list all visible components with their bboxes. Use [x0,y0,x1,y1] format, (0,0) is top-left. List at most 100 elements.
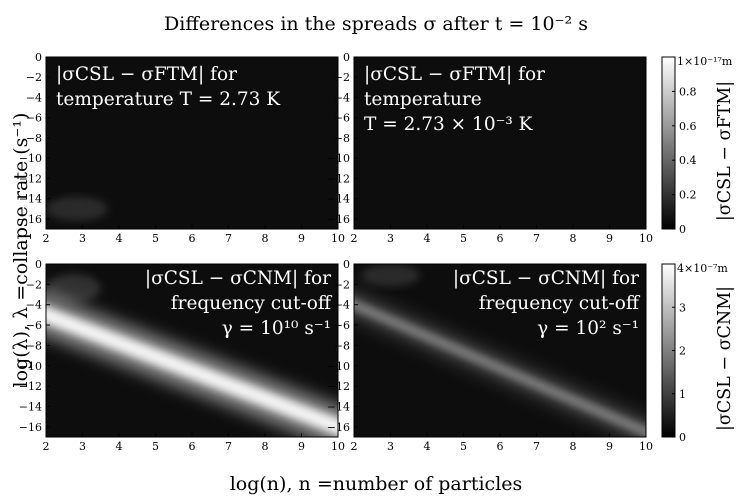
colorbar-tick-label: 0 [679,431,686,444]
panel-annotation-line: temperature T = 2.73 K [56,89,281,110]
y-tick-label: −8 [334,132,350,145]
heatmap-band [354,299,646,437]
panel-annotation-line: |σCSL − σCNM| for [145,268,331,289]
colorbar-tick-label: 0.2 [679,189,697,202]
x-tick-label: 10 [639,440,653,453]
colorbar-tick-label: 3 [679,301,686,314]
y-tick-label: −8 [334,339,350,352]
x-tick-label: 7 [225,440,232,453]
x-tick-label: 6 [189,440,196,453]
panel-annotation-line: γ = 10² s⁻¹ [537,318,639,339]
x-tick-label: 5 [460,440,467,453]
y-tick-label: −14 [327,193,350,206]
x-tick-label: 2 [351,440,358,453]
x-tick-label: 4 [424,232,431,245]
panel-bottom-left: 2 3 4 5 6 7 8 9 10 0 −2 −4 −6 −8 −10 −12 −14 −16 |σCSL − σ… [19,258,345,453]
y-tick-label: −2 [26,278,42,291]
x-tick-label: 5 [152,232,159,245]
heatmap-background [354,57,646,229]
colorbar-max-label: 4×10⁻⁷m [677,262,728,275]
y-tick-label: −4 [26,299,42,312]
x-tick-label: 7 [225,232,232,245]
y-tick-label: −10 [327,152,350,165]
y-tick-label: −10 [327,360,350,373]
y-tick-label: −6 [26,319,42,332]
x-tick-label: 3 [387,232,394,245]
y-tick-label: −16 [19,213,42,226]
x-tick-label: 2 [43,232,50,245]
x-tick-label: 5 [460,232,467,245]
panel-annotation-line: temperature [364,89,482,110]
y-tick-label: −12 [327,172,350,185]
y-tick-label: −2 [334,71,350,84]
panel-annotation-line: |σCSL − σFTM| for [364,64,545,85]
panels: 2 3 4 5 6 7 8 9 10 0 −2 −4 −6 −8 −10 −12 −14 −16 |σCSL − σ… [19,51,653,453]
x-tick-label: 6 [497,232,504,245]
panel-annotation-line: γ = 10¹⁰ s⁻¹ [222,318,331,339]
x-tick-label: 3 [79,232,86,245]
x-tick-label: 10 [331,440,345,453]
panel-annotation-line: |σCSL − σFTM| for [56,64,237,85]
colorbar-tick-label: 2 [679,345,686,358]
x-tick-label: 4 [424,440,431,453]
panel-bottom-right: 2 3 4 5 6 7 8 9 10 0 −2 −4 −6 −8 −10 −12 −14 −16 |σCSL − σ… [327,258,653,453]
x-tick-label: 8 [570,440,577,453]
y-tick-label: −4 [334,299,350,312]
y-tick-label: −14 [327,400,350,413]
heatmap-blob [361,264,420,287]
x-tick-label: 7 [533,440,540,453]
y-tick-label: −10 [19,360,42,373]
colorbars: 1×10⁻¹⁷m 0.8 0.6 0.4 0.2 0 |σCSL − σFTM| 4×10⁻⁷… [661,55,735,444]
y-tick-label: −14 [19,193,42,206]
colorbar-cnm: 4×10⁻⁷m 3 2 1 0 |σCSL − σCNM| [661,262,735,444]
y-tick-label: −14 [19,400,42,413]
x-tick-label: 8 [262,232,269,245]
x-tick-label: 3 [387,440,394,453]
y-tick-label: −16 [327,421,350,434]
x-tick-label: 2 [351,232,358,245]
y-tick-label: −6 [334,319,350,332]
heatmap-blob [46,196,109,221]
colorbar-max-label: 1×10⁻¹⁷m [677,55,733,68]
panel-annotation-line: frequency cut-off [479,293,641,314]
x-tick-label: 6 [189,232,196,245]
y-tick-label: −12 [19,172,42,185]
y-tick-label: 0 [35,51,42,64]
y-tick-label: −8 [26,339,42,352]
heatmap-blob [46,274,101,303]
y-tick-label: 0 [343,258,350,271]
x-tick-label: 10 [331,232,345,245]
colorbar-tick-label: 0.6 [679,120,697,133]
x-tick-label: 9 [298,232,305,245]
colorbar-tick-label: 0.4 [679,154,697,167]
panel-annotation-line: T = 2.73 × 10⁻³ K [364,114,534,135]
y-tick-label: −8 [26,132,42,145]
heatmap-band [46,306,338,436]
x-tick-label: 9 [298,440,305,453]
x-tick-label: 3 [79,440,86,453]
colorbar-tick-label: 1 [679,388,686,401]
colorbar-label: |σCSL − σCNM| [715,286,735,431]
panel-top-left: 2 3 4 5 6 7 8 9 10 0 −2 −4 −6 −8 −10 −12 −14 −16 |σCSL − σ… [19,51,345,245]
y-tick-label: −6 [26,112,42,125]
y-tick-label: −2 [334,278,350,291]
panel-top-right: 2 3 4 5 6 7 8 9 10 0 −2 −4 −6 −8 −10 −12 −14 −16 |σCSL − σ… [327,51,653,245]
chart-title: Differences in the spreads σ after t = 1… [164,13,588,35]
x-tick-label: 9 [606,232,613,245]
y-tick-label: −12 [19,380,42,393]
y-tick-label: −6 [334,112,350,125]
panel-annotation-line: |σCSL − σCNM| for [453,268,639,289]
x-tick-label: 2 [43,440,50,453]
x-tick-label: 4 [116,440,123,453]
x-tick-label: 6 [497,440,504,453]
colorbar-label: |σCSL − σFTM| [715,81,735,221]
y-tick-label: −10 [19,152,42,165]
y-tick-label: −4 [26,91,42,104]
colorbar-gradient [661,56,676,230]
x-tick-label: 8 [262,440,269,453]
x-tick-label: 9 [606,440,613,453]
y-tick-label: −2 [26,71,42,84]
x-tick-label: 5 [152,440,159,453]
y-tick-label: 0 [343,51,350,64]
